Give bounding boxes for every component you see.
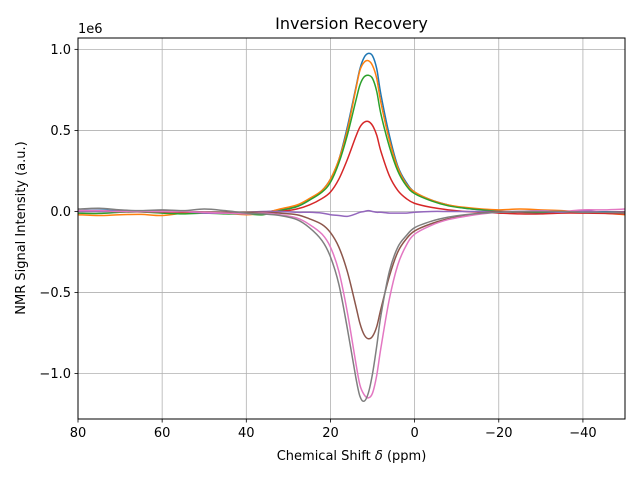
y-offset-label: 1e6	[78, 22, 103, 37]
y-axis-label: NMR Signal Intensity (a.u.)	[14, 141, 29, 315]
y-tick-label: 0.0	[50, 205, 71, 220]
y-tick-label: −1.0	[39, 367, 71, 382]
plot-frame	[77, 37, 626, 420]
chart-title: Inversion Recovery	[275, 14, 428, 33]
x-axis-label-text: Chemical Shift	[277, 449, 371, 464]
x-tick-label: −20	[485, 426, 512, 441]
x-axis-label-symbol: δ	[375, 449, 383, 464]
x-tick-label: 60	[154, 426, 171, 441]
x-tick-label: 20	[322, 426, 339, 441]
x-tick-label: 80	[70, 426, 87, 441]
y-tick-label: −0.5	[39, 286, 71, 301]
tick-layer: 80 60 40 20 0 −20 −40 −1.0 −0.5 0.0 0.5 1.0	[39, 43, 596, 441]
y-tick-label: 0.5	[50, 124, 71, 139]
x-tick-label: 0	[410, 426, 418, 441]
x-tick-label: 40	[238, 426, 255, 441]
x-axis-label-unit: (ppm)	[387, 449, 426, 464]
series-line-8	[78, 207, 625, 403]
x-tick-label: −40	[569, 426, 596, 441]
x-axis-label: Chemical Shift δ (ppm)	[277, 449, 427, 464]
y-tick-label: 1.0	[50, 43, 71, 58]
series-layer	[78, 52, 625, 403]
